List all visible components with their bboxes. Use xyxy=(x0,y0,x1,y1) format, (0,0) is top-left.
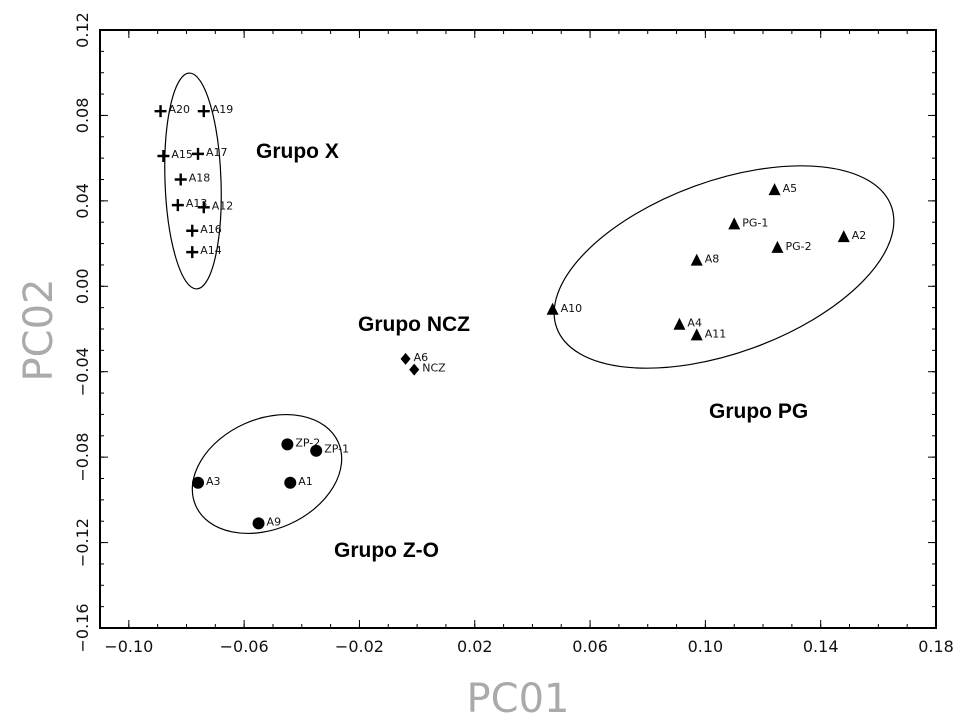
group-ellipses xyxy=(164,72,895,535)
point-pg-2 xyxy=(771,240,784,253)
point-a11 xyxy=(690,328,703,341)
y-tick-label: 0.08 xyxy=(73,98,92,134)
point-a19 xyxy=(197,105,210,118)
ellipse-grupo-z-o xyxy=(191,413,343,535)
point-a18 xyxy=(174,173,187,186)
x-tick-label: 0.18 xyxy=(918,637,954,656)
y-axis-title: PC02 xyxy=(16,279,62,382)
annotation-grupo-ncz: Grupo NCZ xyxy=(358,313,470,336)
point-a10 xyxy=(546,302,559,315)
point-label-a5: A5 xyxy=(783,182,798,195)
x-tick-label: 0.14 xyxy=(803,637,839,656)
point-label-a1: A1 xyxy=(298,475,313,488)
point-a20 xyxy=(154,105,167,118)
group-annotations: Grupo X Grupo NCZ Grupo PG Grupo Z-O xyxy=(256,140,808,562)
point-label-a2: A2 xyxy=(852,229,867,242)
point-label-a14: A14 xyxy=(200,244,222,257)
annotation-grupo-pg: Grupo PG xyxy=(709,400,808,423)
point-label-a4: A4 xyxy=(687,317,702,330)
x-tick-label: 0.06 xyxy=(572,637,608,656)
y-tick-label: 0.04 xyxy=(73,183,92,219)
annotation-grupo-x: Grupo X xyxy=(256,140,339,163)
point-a4 xyxy=(673,317,686,330)
point-a12 xyxy=(197,201,210,214)
point-label-a16: A16 xyxy=(200,223,222,236)
point-label-ncz: NCZ xyxy=(422,362,446,375)
point-a14 xyxy=(186,246,199,259)
ellipse-grupo-pg xyxy=(553,165,895,369)
point-a9 xyxy=(252,517,265,530)
point-a2 xyxy=(837,230,850,243)
x-tick-label: −0.06 xyxy=(220,637,269,656)
point-label-a17: A17 xyxy=(206,146,228,159)
y-tick-label: 0.00 xyxy=(73,268,92,304)
point-label-a18: A18 xyxy=(189,172,211,185)
axis-ticks: −0.10 −0.06 −0.02 0.02 0.06 0.10 0.14 0.18 0.12 0… xyxy=(73,12,954,656)
point-a3 xyxy=(192,476,205,489)
point-pg-1 xyxy=(728,217,741,230)
point-label-a10: A10 xyxy=(561,302,583,315)
point-zp-1 xyxy=(310,444,323,457)
y-tick-label: −0.16 xyxy=(73,603,92,652)
point-a17 xyxy=(192,147,205,160)
y-tick-label: 0.12 xyxy=(73,12,92,48)
point-label-a6: A6 xyxy=(414,351,429,364)
point-label-a8: A8 xyxy=(705,253,720,266)
plot-frame xyxy=(99,29,937,629)
point-label-a19: A19 xyxy=(212,103,234,116)
point-label-pg-2: PG-2 xyxy=(785,240,811,253)
y-tick-label: −0.08 xyxy=(73,433,92,482)
ellipse-grupo-x xyxy=(164,72,222,290)
point-a15 xyxy=(157,150,170,163)
point-a16 xyxy=(186,224,199,237)
point-label-a15: A15 xyxy=(171,148,193,161)
point-ncz xyxy=(409,363,420,376)
annotation-grupo-z-o: Grupo Z-O xyxy=(334,539,439,562)
point-label-a12: A12 xyxy=(212,199,234,212)
point-label-a9: A9 xyxy=(267,515,282,528)
x-tick-label: −0.10 xyxy=(104,637,153,656)
point-label-a11: A11 xyxy=(705,327,727,340)
point-label-pg-1: PG-1 xyxy=(742,216,768,229)
y-tick-label: −0.04 xyxy=(73,347,92,396)
point-label-a3: A3 xyxy=(206,475,221,488)
x-tick-label: 0.10 xyxy=(688,637,724,656)
x-axis-title: PC01 xyxy=(467,676,570,719)
point-a6 xyxy=(400,352,411,365)
point-label-zp-1: ZP-1 xyxy=(324,443,349,456)
x-tick-label: 0.02 xyxy=(457,637,493,656)
point-a5 xyxy=(768,183,781,196)
y-tick-label: −0.12 xyxy=(73,518,92,567)
point-a1 xyxy=(284,476,297,489)
point-a8 xyxy=(690,253,703,266)
point-zp-2 xyxy=(281,438,294,451)
x-tick-label: −0.02 xyxy=(335,637,384,656)
point-label-a20: A20 xyxy=(169,103,191,116)
point-a13 xyxy=(171,199,184,212)
